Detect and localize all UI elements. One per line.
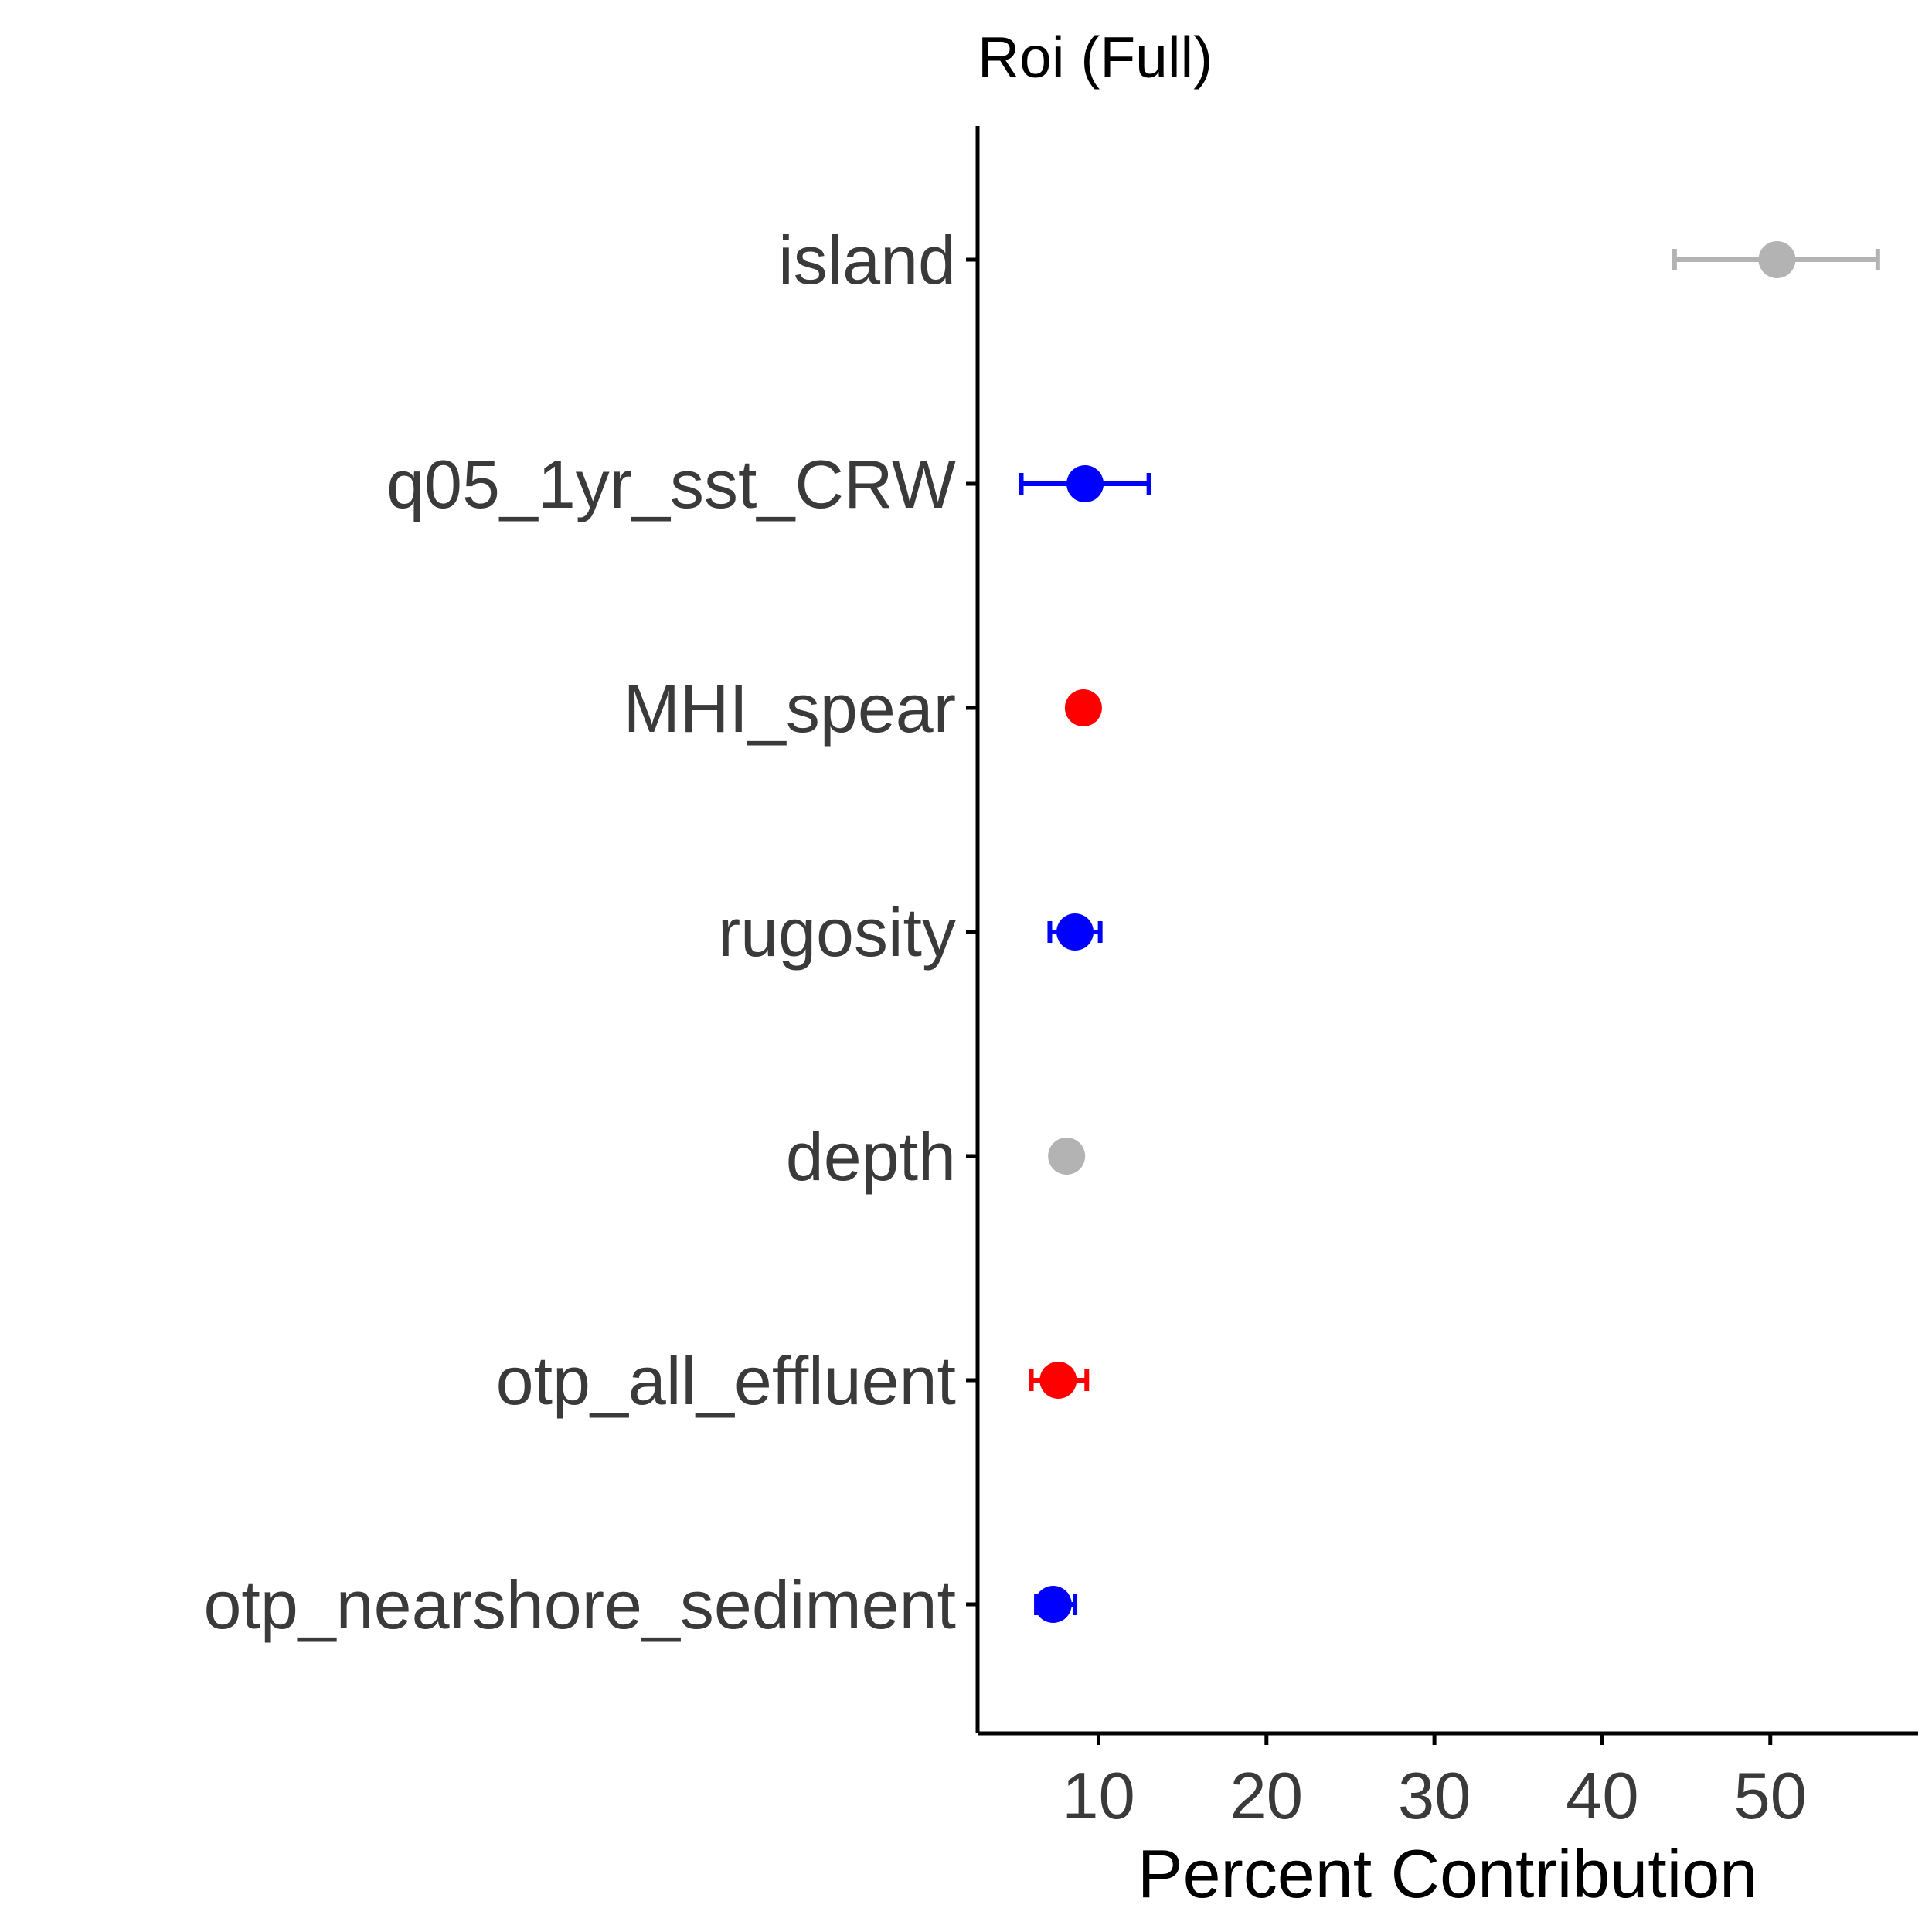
y-tick-label: depth bbox=[786, 1118, 956, 1195]
x-axis-ticks: 10 20 30 40 50 bbox=[1062, 1733, 1807, 1833]
x-tick-label: 40 bbox=[1566, 1760, 1639, 1833]
y-tick-label: otp_nearshore_sediment bbox=[203, 1566, 956, 1643]
data-point bbox=[1066, 465, 1104, 502]
y-tick-label: MHI_spear bbox=[624, 670, 956, 747]
data-point bbox=[1034, 1586, 1072, 1623]
y-tick-label: q05_1yr_sst_CRW bbox=[386, 446, 956, 522]
data-point bbox=[1064, 689, 1102, 726]
x-tick-label: 10 bbox=[1062, 1760, 1135, 1833]
y-tick-label: island bbox=[778, 222, 956, 298]
x-tick-label: 30 bbox=[1398, 1760, 1471, 1833]
y-axis-ticks: island q05_1yr_sst_CRW MHI_spear rugosity de… bbox=[203, 222, 978, 1643]
x-tick-label: 20 bbox=[1230, 1760, 1304, 1833]
chart-title: Roi (Full) bbox=[978, 25, 1213, 90]
y-tick-label: otp_all_effluent bbox=[496, 1342, 956, 1419]
data-point bbox=[1758, 241, 1796, 278]
data-point bbox=[1048, 1138, 1086, 1175]
data-point bbox=[1056, 913, 1094, 951]
data-marks bbox=[1019, 241, 1880, 1623]
y-tick-label: rugosity bbox=[718, 894, 956, 971]
data-point bbox=[1039, 1362, 1077, 1399]
x-axis-title: Percent Contribution bbox=[1138, 1835, 1757, 1912]
x-tick-label: 50 bbox=[1733, 1760, 1807, 1833]
